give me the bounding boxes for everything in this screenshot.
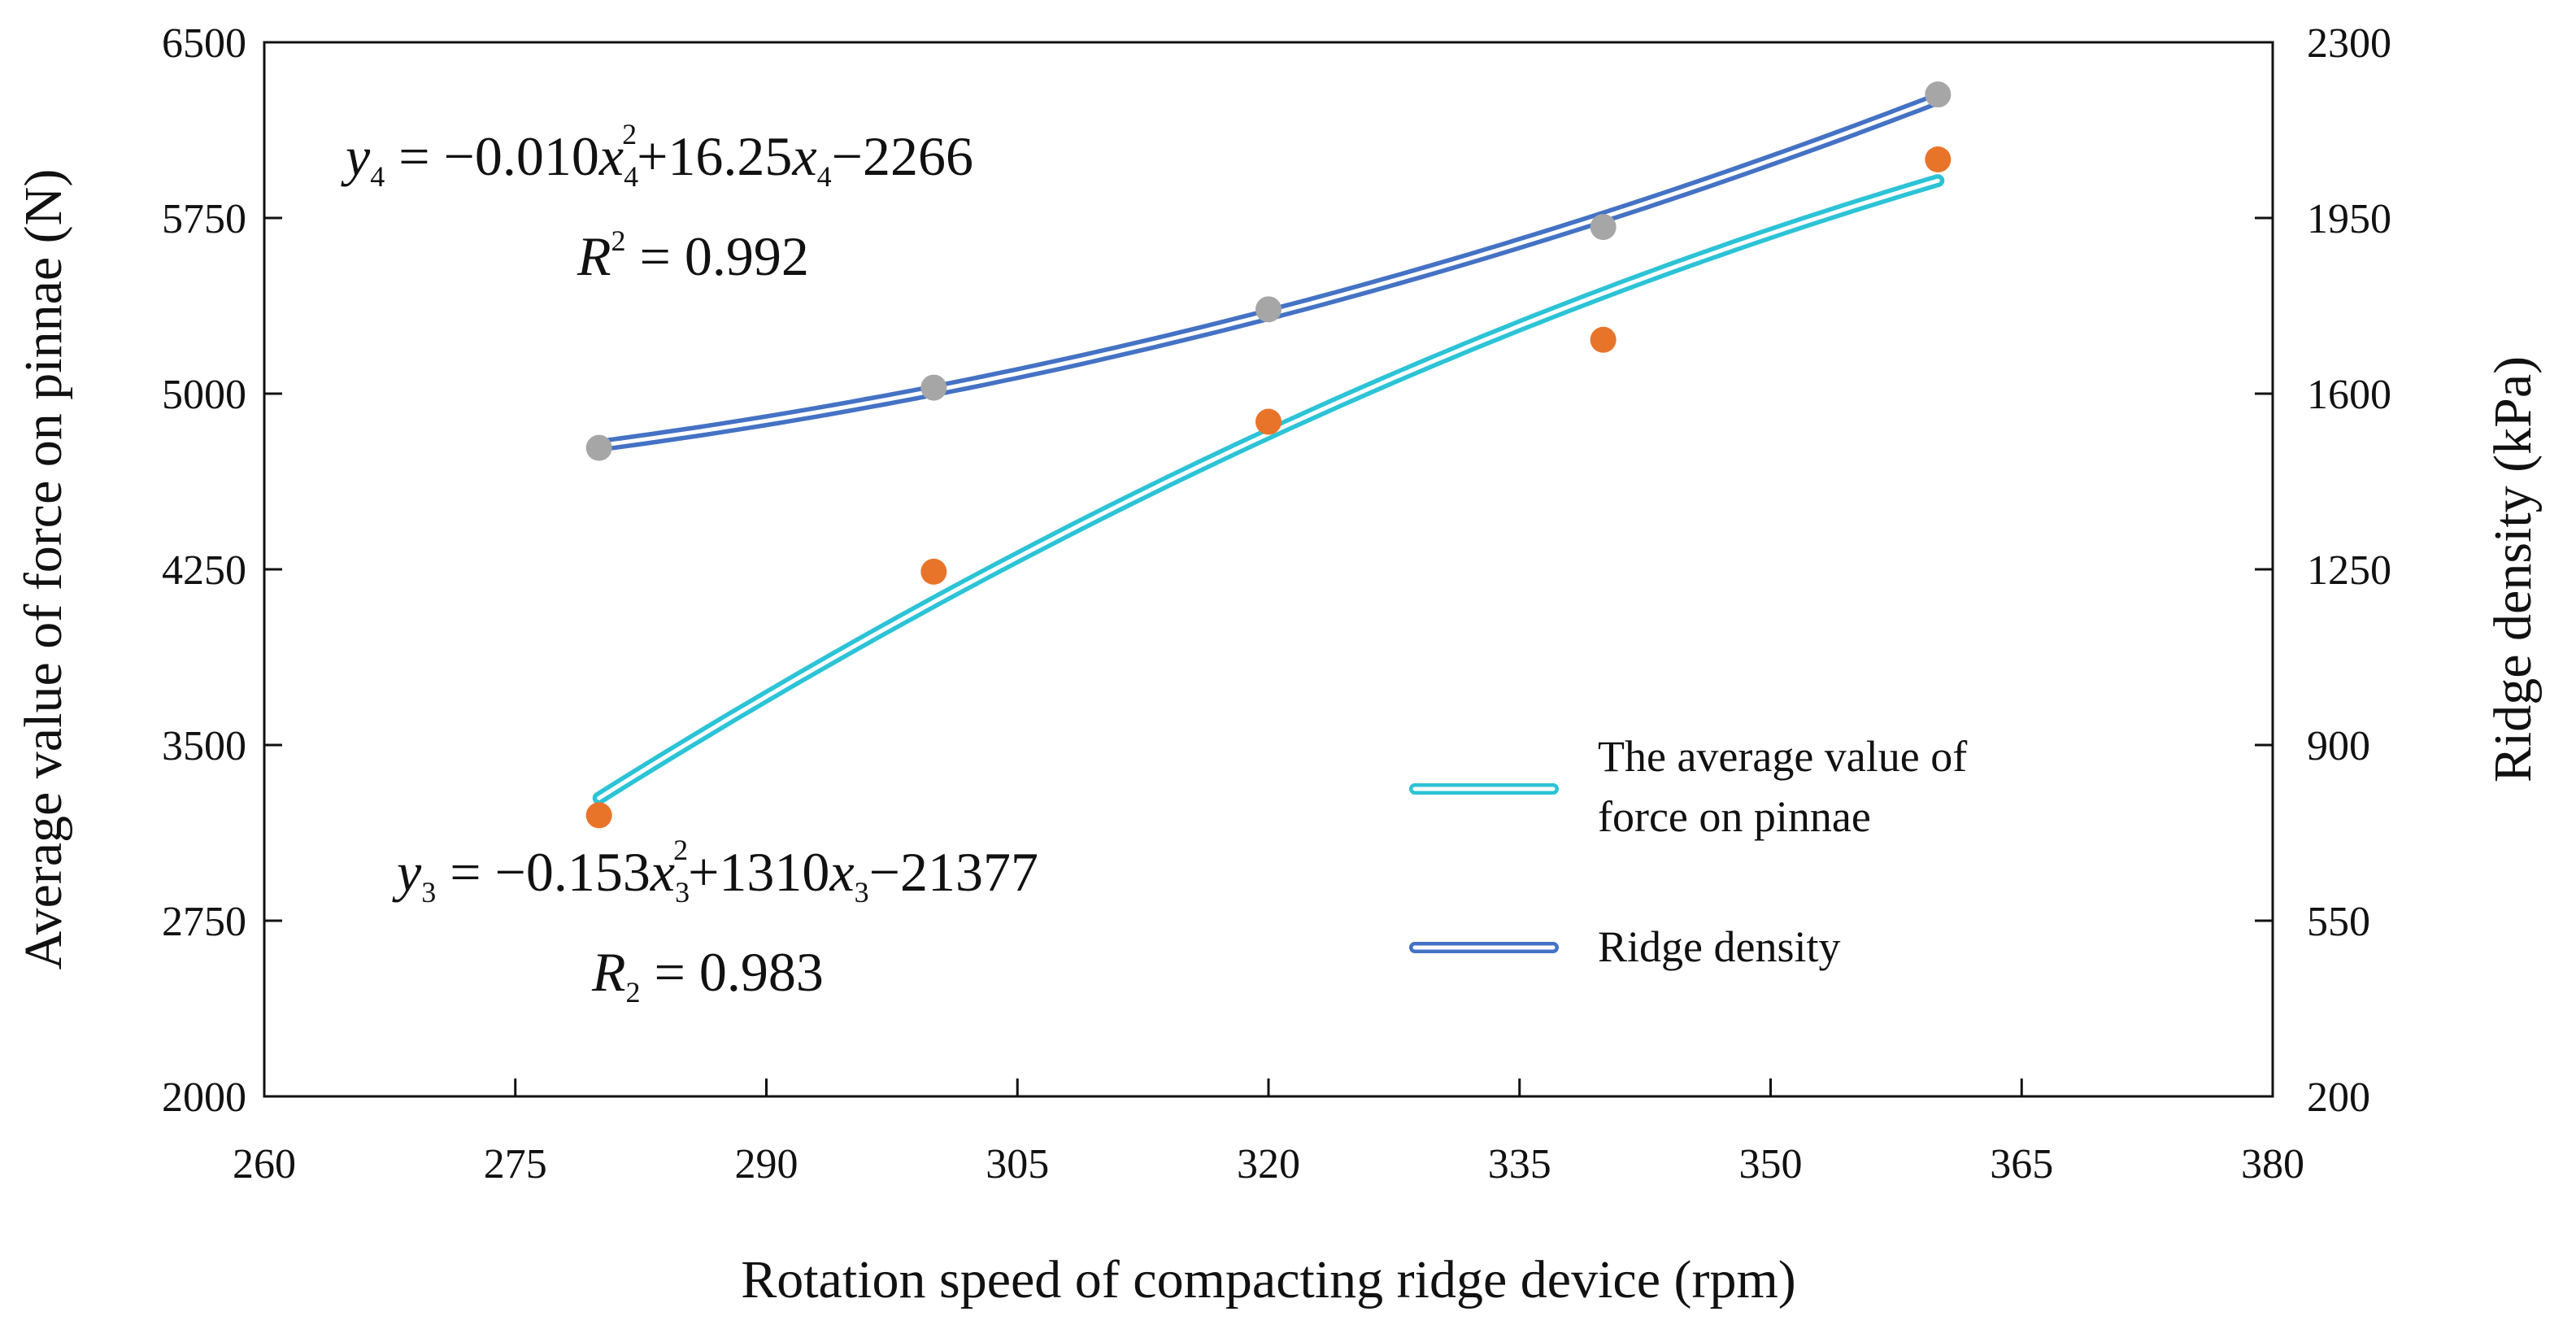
fit-curves [592, 92, 1945, 805]
y2-tick-label: 1950 [2307, 196, 2391, 242]
data-point [920, 374, 947, 401]
x-tick-label: 260 [233, 1141, 296, 1187]
x-axis-title: Rotation speed of compacting ridge devic… [741, 1250, 1796, 1309]
data-point [920, 558, 947, 585]
y2-tick-label: 2300 [2307, 20, 2391, 67]
y-tick-label: 5000 [162, 372, 246, 418]
data-point [1255, 296, 1281, 323]
x-tick-label: 380 [2241, 1141, 2304, 1187]
legend-label-ridge: Ridge density [1598, 922, 1840, 971]
y-tick-label: 5750 [162, 196, 246, 242]
x-tick-label: 290 [735, 1141, 798, 1187]
y-tick-label: 6500 [162, 20, 246, 67]
y2-tick-label: 200 [2307, 1074, 2370, 1121]
left-y-axis-title: Average value of force on pinnae (N) [14, 169, 73, 970]
right-y-axis-ticks: 200 550 900 1250 1600 1950 2300 [2255, 20, 2391, 1121]
y2-tick-label: 550 [2307, 899, 2370, 945]
x-tick-label: 350 [1739, 1141, 1803, 1187]
force-equation: y3 = −0.153x32+1310x3−21377 [392, 834, 1038, 909]
x-tick-label: 320 [1237, 1141, 1300, 1187]
x-tick-label: 365 [1990, 1141, 2053, 1187]
left-y-axis-ticks: 2000 2750 3500 4250 5000 5750 6500 [162, 20, 282, 1121]
plot-area-frame [263, 41, 2274, 1098]
x-tick-label: 335 [1488, 1141, 1551, 1187]
legend-label-force-line1: The average value of [1598, 732, 1967, 781]
y-tick-label: 2750 [162, 899, 246, 945]
x-tick-label: 305 [986, 1141, 1049, 1187]
y2-tick-label: 1250 [2307, 547, 2391, 594]
data-point [585, 434, 612, 461]
legend-label-force-line2: force on pinnae [1598, 792, 1871, 841]
data-point [1255, 408, 1281, 435]
data-point [1925, 81, 1952, 108]
ridge-density-r2: R2 = 0.992 [577, 224, 809, 287]
data-point [585, 802, 612, 829]
y2-tick-label: 900 [2307, 723, 2370, 769]
data-point [1590, 326, 1617, 353]
x-tick-label: 275 [484, 1141, 547, 1187]
y-tick-label: 4250 [162, 547, 246, 594]
y-tick-label: 2000 [162, 1074, 246, 1121]
legend: The average value of force on pinnae Rid… [1409, 732, 1967, 971]
data-points [585, 81, 1952, 829]
data-point [1925, 146, 1952, 172]
force-r2: R2 = 0.983 [591, 941, 824, 1009]
ridge-density-equation: y4 = −0.010x42+16.25x4−2266 [341, 118, 973, 193]
data-point [1590, 214, 1617, 241]
x-axis-ticks: 260 275 290 305 320 335 350 365 380 [233, 1078, 2304, 1187]
y2-tick-label: 1600 [2307, 372, 2391, 418]
y-tick-label: 3500 [162, 723, 246, 769]
right-y-axis-title: Ridge density (kPa) [2483, 356, 2543, 782]
